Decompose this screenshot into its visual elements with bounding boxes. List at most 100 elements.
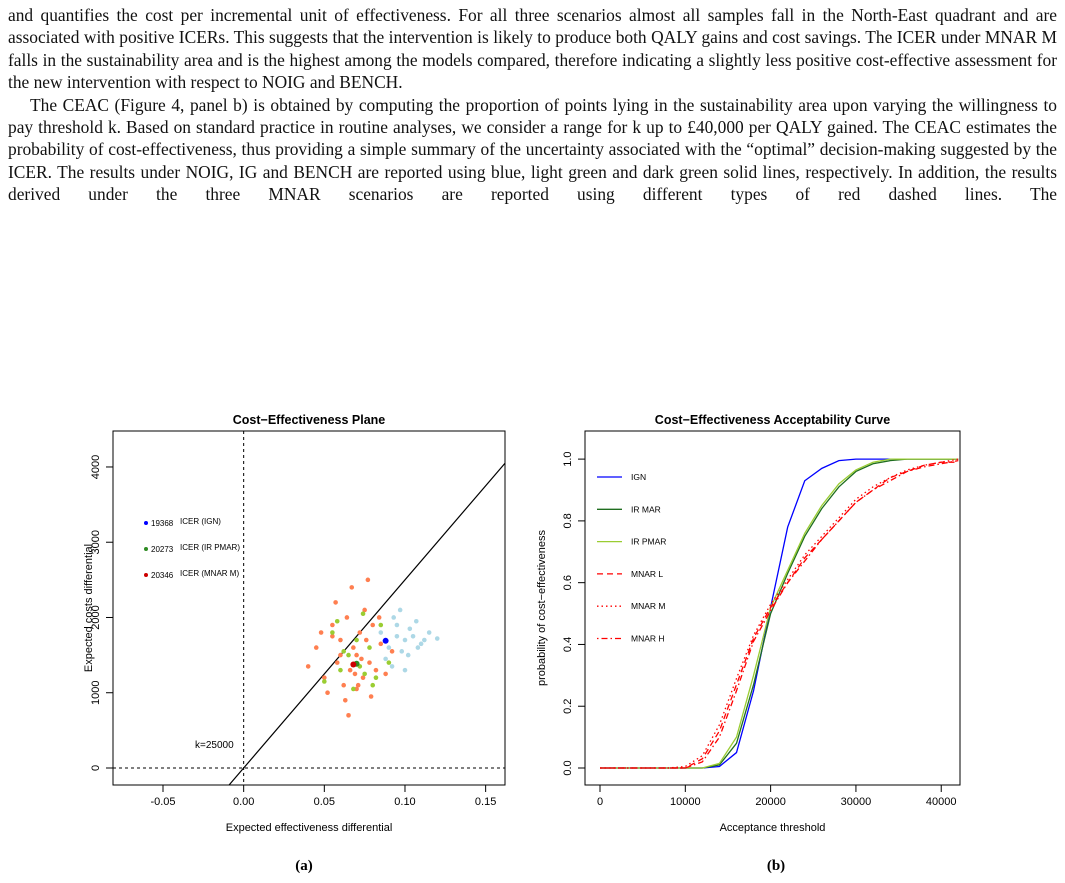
sample-point [399, 649, 405, 654]
x-tick-label: 20000 [755, 796, 786, 808]
legend-label: IR PMAR [631, 537, 666, 547]
y-tick-label: 1.0 [562, 451, 574, 466]
icer-point [382, 637, 389, 644]
sample-point [402, 667, 408, 673]
sample-point [354, 686, 359, 692]
sample-point [373, 667, 379, 673]
sample-point [370, 682, 376, 688]
sample-point [360, 675, 366, 680]
plot-frame [112, 430, 506, 786]
y-tick-label: 0.8 [562, 513, 574, 528]
y-tick-label: 0.0 [562, 760, 574, 775]
sample-point [347, 667, 353, 673]
sample-point [362, 607, 367, 613]
sample-point [413, 618, 419, 624]
sample-point [330, 633, 335, 639]
sample-point [330, 622, 335, 628]
sample-point [360, 611, 366, 617]
sample-point [394, 622, 400, 628]
paragraph: and quantifies the cost per incremental … [8, 5, 1057, 93]
sample-point [359, 656, 364, 662]
sample-point [342, 697, 348, 703]
sample-point [426, 630, 432, 635]
caption: (b) [767, 858, 785, 874]
chart-title: Cost−Effectiveness Acceptability Curve [655, 413, 890, 427]
x-axis-label: Acceptance threshold [720, 822, 826, 834]
sample-point [410, 633, 416, 639]
sample-point [338, 637, 343, 643]
paragraph: The CEAC (Figure 4, panel b) is obtained… [8, 94, 1057, 205]
y-tick-label: 0 [90, 765, 102, 771]
sample-point [318, 630, 324, 635]
plot-frame [584, 430, 961, 786]
y-tick-label: 2000 [90, 605, 102, 629]
x-tick-label: 0.10 [394, 796, 415, 808]
sample-point [383, 656, 388, 662]
sample-point [394, 633, 400, 639]
sample-point [386, 645, 392, 650]
caption: (a) [295, 858, 313, 874]
sample-point [415, 645, 421, 650]
x-tick-label: 40000 [926, 796, 957, 808]
sample-point [338, 652, 343, 658]
sample-point [397, 607, 403, 613]
sample-point [346, 652, 351, 658]
legend-label: ICER (IR PMAR) [180, 543, 240, 552]
sample-point [355, 682, 361, 688]
sample-point [418, 641, 424, 647]
sample-point [370, 622, 376, 628]
sample-point [351, 686, 356, 692]
y-tick-label: 0.6 [562, 575, 574, 590]
sample-point [341, 682, 346, 688]
sample-point [407, 626, 413, 632]
chart-title: Cost−Effectiveness Plane [233, 413, 386, 427]
sample-point [368, 694, 374, 699]
curve [600, 460, 959, 769]
sample-point [322, 675, 327, 680]
icer-point [350, 661, 357, 668]
sample-point [373, 675, 379, 680]
sample-point [354, 652, 359, 658]
sample-point [341, 649, 346, 654]
y-tick-label: 1000 [90, 680, 102, 704]
sample-point [346, 713, 351, 718]
legend-label: IGN [631, 472, 646, 482]
threshold-line [228, 462, 506, 786]
y-tick-label: 0.4 [562, 637, 574, 652]
sample-point [367, 660, 372, 665]
y-axis-label: Expected costs differential [83, 544, 95, 672]
threshold-label: k=25000 [195, 740, 234, 751]
body-text: and quantifies the cost per incremental … [8, 4, 1057, 206]
legend-label: MNAR H [631, 634, 665, 644]
y-tick-label: 4000 [90, 455, 102, 479]
sample-point [389, 649, 395, 654]
sample-point [378, 622, 384, 628]
x-axis-label: Expected effectiveness differential [226, 822, 393, 834]
x-tick-label: -0.05 [150, 796, 175, 808]
legend-label: ICER (MNAR M) [180, 569, 239, 578]
sample-point [362, 671, 367, 677]
legend-label: MNAR M [631, 601, 665, 611]
sample-point [352, 671, 358, 677]
sample-point [378, 630, 384, 635]
sample-point [357, 630, 363, 635]
y-axis-label: probability of cost−effectiveness [536, 529, 548, 686]
sample-point [391, 615, 396, 620]
x-tick-label: 0.15 [475, 796, 496, 808]
legend-value: 20346 [151, 571, 174, 580]
sample-point [334, 618, 340, 624]
sample-point [344, 615, 350, 620]
legend-marker [144, 547, 148, 551]
sample-point [349, 585, 355, 590]
sample-point [402, 637, 408, 643]
x-tick-label: 10000 [670, 796, 701, 808]
sample-point [378, 641, 384, 647]
sample-point [383, 671, 388, 677]
sample-point [351, 645, 356, 650]
legend-value: 20273 [151, 545, 174, 554]
sample-point [354, 637, 359, 643]
sample-point [334, 660, 340, 665]
x-tick-label: 30000 [841, 796, 872, 808]
